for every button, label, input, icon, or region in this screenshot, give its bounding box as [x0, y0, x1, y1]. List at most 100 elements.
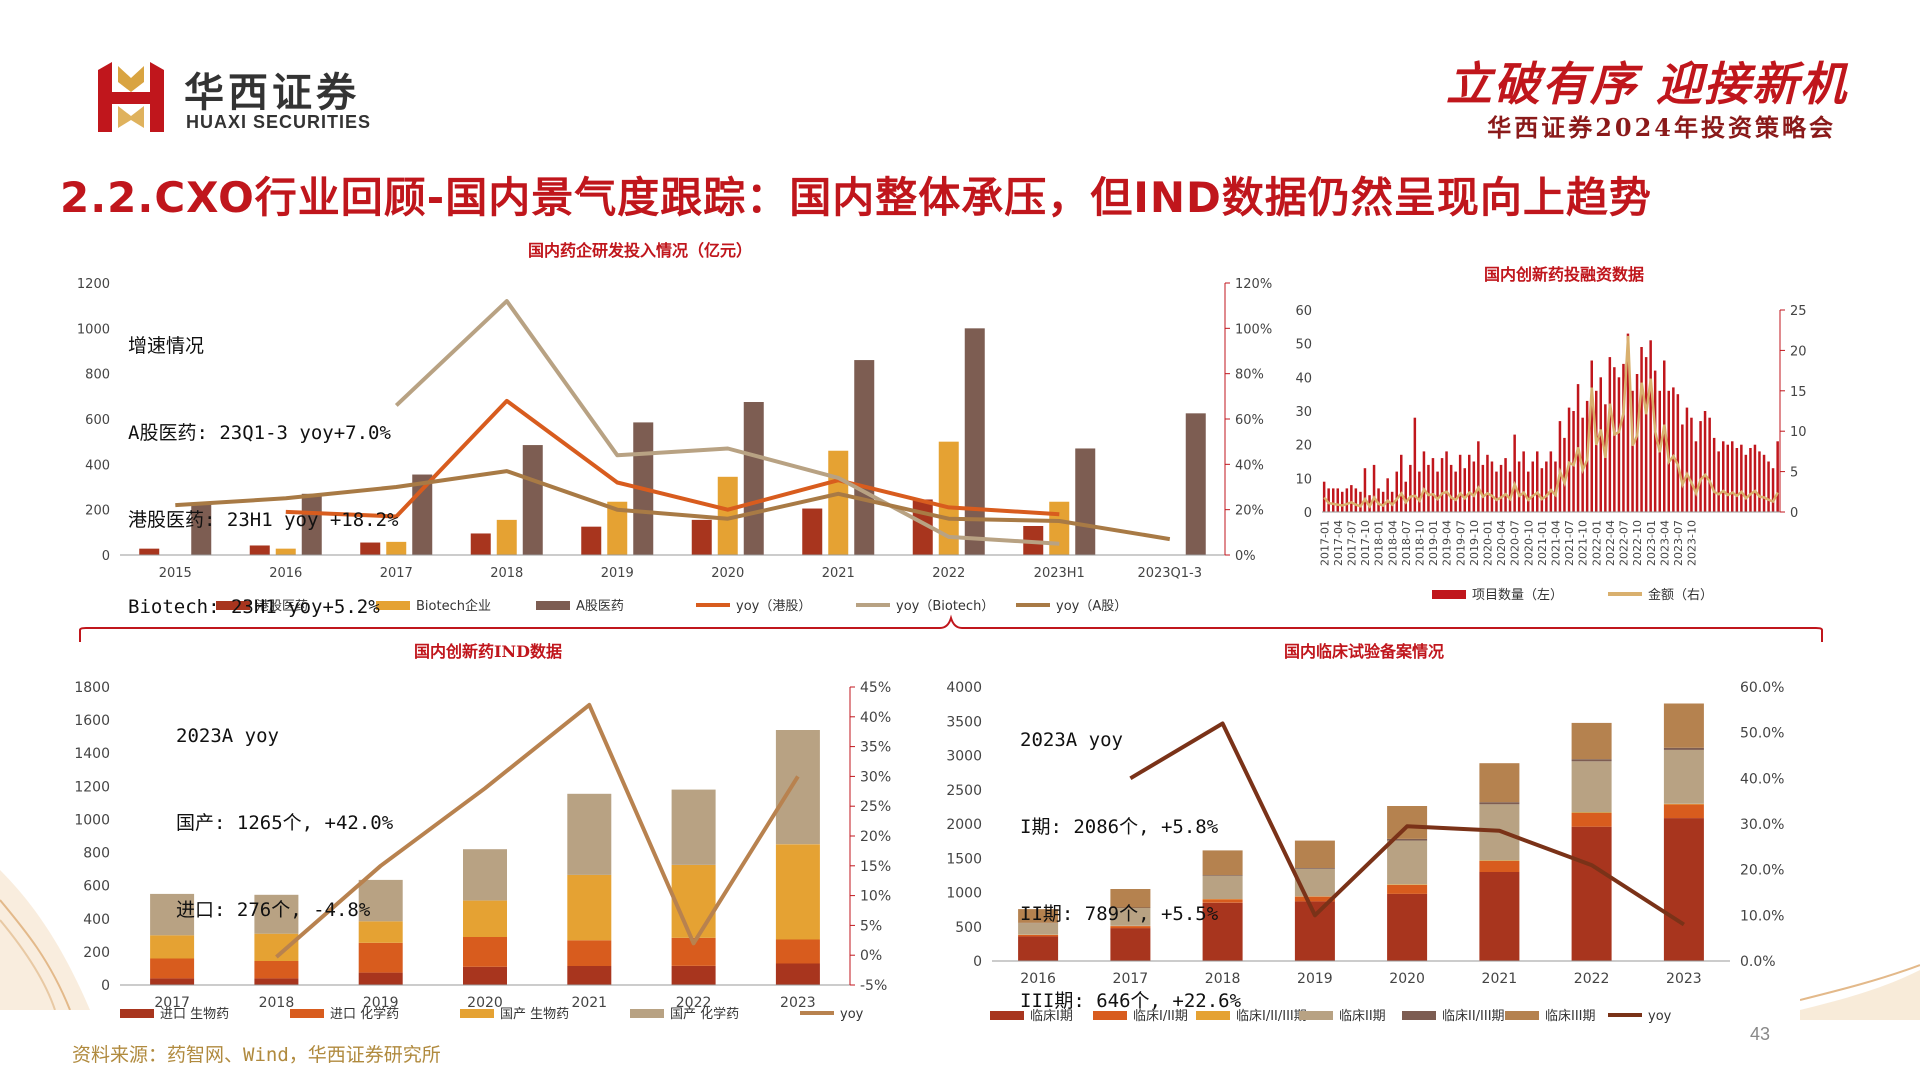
- bar: [691, 519, 712, 555]
- bar-segment: [1110, 889, 1151, 908]
- bar: [1049, 501, 1070, 555]
- bar-segment: [463, 937, 507, 967]
- bar-segment: [254, 894, 299, 934]
- bar-segment: [1202, 899, 1243, 903]
- bar-segment: [1663, 703, 1704, 748]
- bar: [1477, 441, 1480, 512]
- y2-tick-label: 20.0%: [1740, 863, 1784, 879]
- y2-tick-label: 45%: [860, 680, 891, 696]
- ind-chart: 0 200 400 600 800 1000 1200 1400 1600 1800 -5% 0% 5%…: [74, 680, 891, 1022]
- section-brace-divider: [79, 614, 1823, 642]
- annotation-line: II期: 789个, +5.5%: [1020, 903, 1219, 925]
- y-tick-label: 30: [1295, 405, 1312, 420]
- bar: [1703, 411, 1707, 512]
- y2-tick-label: 100%: [1235, 322, 1272, 337]
- bar: [854, 360, 875, 555]
- bar: [1558, 421, 1562, 512]
- bar: [1771, 468, 1775, 512]
- bar: [386, 541, 407, 555]
- bar: [1681, 424, 1684, 512]
- bar-segment: [150, 893, 195, 936]
- bar-segment: [1110, 926, 1151, 929]
- x-tick-label: 2023: [1666, 971, 1702, 987]
- bar: [1527, 471, 1530, 512]
- bar-segment: [463, 900, 507, 937]
- bar: [1359, 491, 1362, 512]
- bar: [522, 445, 543, 555]
- bar: [1395, 471, 1398, 512]
- bar: [717, 476, 738, 555]
- bar-segment: [1387, 884, 1428, 885]
- bar: [1440, 458, 1444, 512]
- annotation-line: 进口: 276个, -4.8%: [176, 899, 371, 921]
- bar-segment: [1479, 871, 1520, 961]
- x-tick-label: 2015: [159, 566, 192, 581]
- bar: [1449, 464, 1453, 512]
- bar: [470, 533, 491, 555]
- bar-segment: [1571, 759, 1612, 762]
- bar-segment: [1202, 875, 1243, 899]
- bar-segment: [1387, 838, 1428, 841]
- legend-swatch: [290, 1009, 324, 1018]
- bar-segment: [567, 940, 612, 966]
- y2-tick-label: 40%: [1235, 458, 1264, 473]
- y2-tick-label: 25: [1790, 304, 1807, 319]
- y-tick-label: 1000: [77, 322, 110, 337]
- x-tick-label: 2016: [269, 566, 302, 581]
- legend-label: 国产 生物药: [500, 1007, 569, 1022]
- bar: [802, 508, 823, 555]
- trial-growth-annotation: 2023A yoy I期: 2086个, +5.8% II期: 789个, +5…: [1020, 668, 1241, 1045]
- bar: [1554, 461, 1557, 512]
- y2-tick-label: 30%: [860, 769, 891, 785]
- x-tick-label: 2018-01: [1373, 520, 1386, 566]
- bar: [1676, 394, 1680, 512]
- x-tick-label: 2022: [932, 566, 965, 581]
- bar: [1386, 478, 1389, 512]
- legend-swatch: [630, 1009, 664, 1018]
- bar-segment: [463, 849, 507, 901]
- y2-tick-label: 25%: [860, 799, 891, 815]
- y-tick-label: 20: [1295, 439, 1312, 454]
- legend-label: 临床III期: [1545, 1009, 1596, 1024]
- annotation-line: III期: 646个, +22.6%: [1020, 990, 1242, 1012]
- x-tick-label: 2023-07: [1672, 520, 1685, 566]
- y2-tick-label: 10.0%: [1740, 908, 1784, 924]
- bar: [1663, 360, 1666, 512]
- y2-tick-label: 0: [1790, 506, 1798, 521]
- x-tick-label: 2016: [1020, 971, 1056, 987]
- rd-investment-chart: 0 200 400 600 800 1000 1200 0% 20% 40% 60% 80% 100% 1…: [77, 277, 1272, 614]
- series-line: [175, 469, 1171, 542]
- bar-segment: [1663, 749, 1704, 804]
- legend-label: 进口 化学药: [330, 1006, 399, 1022]
- bar-segment: [1018, 909, 1059, 923]
- x-tick-label: 2021-07: [1563, 520, 1576, 566]
- x-tick-label: 2021-01: [1536, 520, 1549, 566]
- x-tick-label: 2020: [711, 566, 744, 581]
- bar: [1468, 454, 1471, 512]
- y-tick-label: 0: [1304, 506, 1312, 521]
- bar: [1608, 357, 1612, 512]
- bar: [1322, 481, 1326, 512]
- legend-label: 临床II/III期: [1442, 1009, 1505, 1024]
- x-tick-label: 2022-04: [1604, 520, 1617, 566]
- annotation-line: Biotech: 23H1 yoy+5.2%: [128, 596, 380, 618]
- annotation-line: 国产: 1265个, +42.0%: [176, 812, 394, 834]
- x-tick-label: 2017: [154, 995, 190, 1011]
- x-tick-label: 2021: [822, 566, 855, 581]
- bar: [1531, 461, 1534, 512]
- legend-label: yoy（港股）: [736, 599, 811, 614]
- y2-tick-label: 10%: [860, 889, 891, 905]
- bar-segment: [567, 966, 612, 985]
- bar: [1372, 464, 1376, 512]
- bar-segment: [1018, 936, 1059, 961]
- bar: [1486, 454, 1489, 512]
- x-tick-label: 2017-01: [1318, 520, 1331, 566]
- bar-segment: [1202, 902, 1243, 961]
- series-line: [394, 299, 1060, 546]
- bar: [581, 526, 602, 555]
- y2-tick-label: 0%: [1235, 549, 1256, 564]
- bar: [1454, 471, 1457, 512]
- ind-chart-title: 国内创新药IND数据: [414, 642, 562, 661]
- bar-segment: [1294, 901, 1335, 961]
- x-tick-label: 2023: [780, 995, 816, 1011]
